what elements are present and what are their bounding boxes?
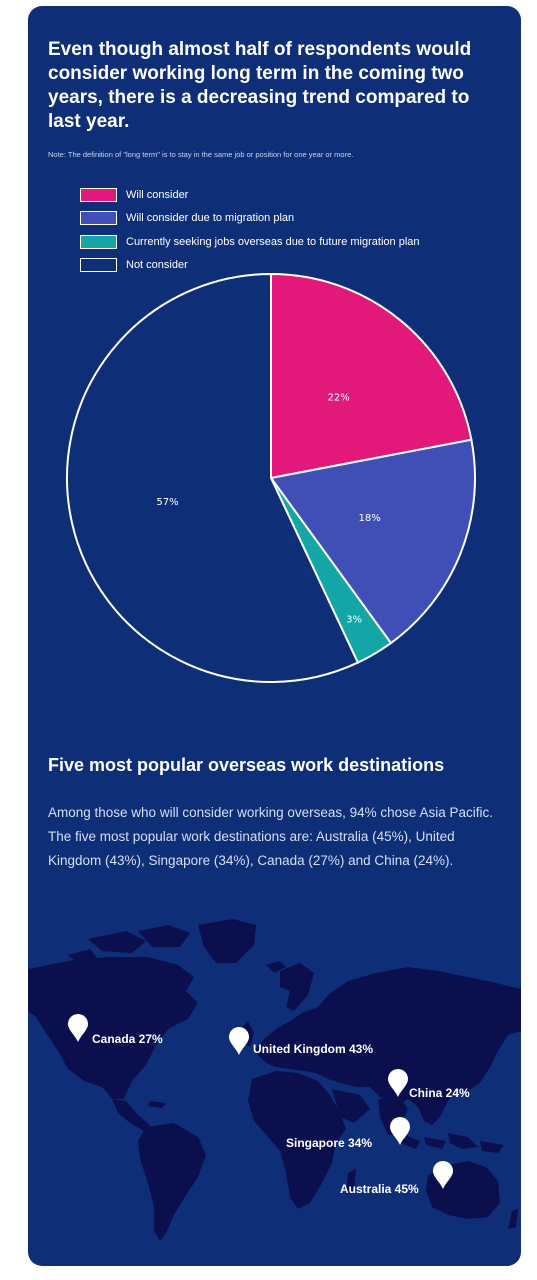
map-pin-icon xyxy=(433,1161,453,1189)
destination-label: Australia 45% xyxy=(340,1182,419,1196)
destination-label: Singapore 34% xyxy=(286,1136,372,1150)
pie-chart: 22% 18% 3% 57% xyxy=(66,272,476,683)
legend-item: Will consider xyxy=(80,183,420,207)
legend-swatch xyxy=(80,211,117,226)
legend-swatch xyxy=(80,258,117,273)
legend-label: Currently seeking jobs overseas due to f… xyxy=(126,235,420,248)
world-map: Canada 27% United Kingdom 43% China 24% Sin… xyxy=(28,919,521,1241)
definition-note: Note: The definition of "long term" is t… xyxy=(48,150,354,159)
destination-label: United Kingdom 43% xyxy=(253,1042,373,1056)
slice-value-label: 18% xyxy=(359,513,381,524)
legend-label: Not consider xyxy=(126,259,188,272)
legend-swatch xyxy=(80,234,117,249)
infographic-card: Even though almost half of respondents w… xyxy=(28,6,521,1266)
legend-item: Will consider due to migration plan xyxy=(80,207,420,231)
slice-value-label: 22% xyxy=(328,392,350,403)
map-pin-icon xyxy=(68,1014,88,1042)
world-map-land xyxy=(28,919,521,1241)
chart-legend: Will consider Will consider due to migra… xyxy=(80,183,420,277)
pie-slice xyxy=(270,272,473,480)
legend-label: Will consider due to migration plan xyxy=(126,212,295,225)
legend-item: Not consider xyxy=(80,254,420,278)
destination-label: China 24% xyxy=(409,1086,470,1100)
legend-item: Currently seeking jobs overseas due to f… xyxy=(80,230,420,254)
infographic-title: Even though almost half of respondents w… xyxy=(48,39,472,132)
destination-label: Canada 27% xyxy=(92,1032,163,1046)
slice-value-label: 57% xyxy=(156,497,178,508)
legend-swatch xyxy=(80,187,117,202)
section-title: Five most popular overseas work destinat… xyxy=(48,755,445,775)
pie-slice xyxy=(269,438,476,645)
map-pin-icon xyxy=(390,1117,410,1145)
map-pin-icon xyxy=(229,1027,249,1055)
legend-label: Will consider xyxy=(126,188,189,201)
map-pin-icon xyxy=(388,1069,408,1097)
map-pins: Canada 27% United Kingdom 43% China 24% Sin… xyxy=(68,1014,470,1196)
pie-slice xyxy=(66,272,360,683)
slice-value-label: 3% xyxy=(346,614,362,625)
destinations-description: Among those who will consider working ov… xyxy=(48,805,493,868)
